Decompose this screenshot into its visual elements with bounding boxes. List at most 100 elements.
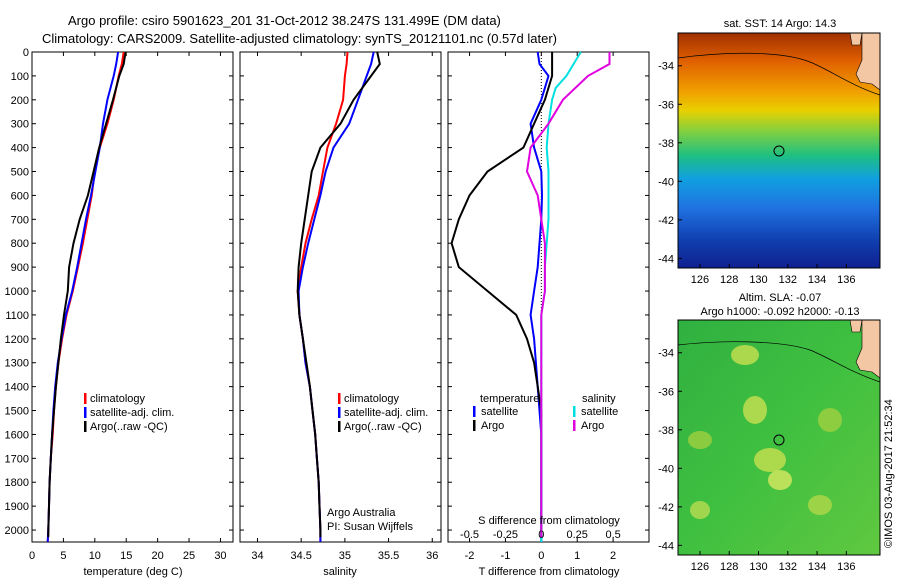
map-y-tick-label: -36 bbox=[658, 99, 674, 111]
s-diff-tick-label: -0.25 bbox=[493, 529, 518, 541]
s-diff-tick-label: -0.5 bbox=[460, 529, 479, 541]
map-x-tick-label: 130 bbox=[749, 561, 767, 573]
title-line-2: Climatology: CARS2009. Satellite-adjuste… bbox=[42, 31, 557, 46]
argo-position-marker bbox=[773, 434, 785, 446]
map-y-tick-label: -40 bbox=[658, 176, 674, 188]
legend-climatology: climatology bbox=[344, 393, 400, 405]
depth-tick-label: 200 bbox=[11, 95, 29, 107]
legend-t-argo: Argo bbox=[481, 420, 504, 432]
series-line bbox=[47, 51, 127, 538]
sla-anomaly bbox=[743, 396, 767, 424]
x-tick-label: 34.5 bbox=[290, 550, 311, 562]
credit-text: ©IMOS 03-Aug-2017 21:52:34 bbox=[883, 399, 895, 548]
depth-tick-label: 0 bbox=[23, 47, 29, 59]
depth-tick-label: 1200 bbox=[5, 334, 29, 346]
map-y-tick-label: -38 bbox=[658, 425, 674, 437]
sla-map-axes: 126 128 130 132 134 136 -34 -36 -38 -40 -42 -44 bbox=[658, 348, 855, 573]
x-tick-label: 2 bbox=[610, 550, 616, 562]
difference-chart: -2 -1 0 1 2 -0.5 -0.25 0 0.25 0.5 bbox=[448, 51, 649, 562]
s-diff-tick-label: 0.5 bbox=[605, 529, 620, 541]
x-tick-label: -2 bbox=[465, 550, 475, 562]
sst-map-axes: 126 128 130 132 134 136 -34 -36 -38 -40 -42 -44 bbox=[658, 61, 855, 286]
s-difference-label: S difference from climatology bbox=[478, 515, 620, 527]
map-y-tick-label: -36 bbox=[658, 386, 674, 398]
sla-anomaly bbox=[754, 448, 786, 472]
depth-tick-label: 1400 bbox=[5, 382, 29, 394]
depth-tick-label: 500 bbox=[11, 167, 29, 179]
depth-axis: 0 100 200 300 400 500 600 700 800 900 1000 1100 1200… bbox=[5, 47, 29, 537]
argo-position-marker bbox=[773, 145, 785, 157]
legend-swatch-satellite bbox=[338, 407, 341, 418]
depth-tick-label: 100 bbox=[11, 71, 29, 83]
sla-map-title-2: Argo h1000: -0.092 h2000: -0.13 bbox=[700, 306, 859, 318]
sla-map-title-1: Altim. SLA: -0.07 bbox=[739, 292, 822, 304]
sla-anomaly bbox=[808, 495, 832, 515]
map-x-tick-label: 136 bbox=[837, 561, 855, 573]
t-difference-xlabel: T difference from climatology bbox=[479, 566, 620, 578]
x-tick-label: 36 bbox=[426, 550, 438, 562]
shelf-contour bbox=[677, 341, 881, 383]
legend-satellite: satellite-adj. clim. bbox=[344, 407, 428, 419]
depth-tick-label: 1700 bbox=[5, 453, 29, 465]
map-x-tick-label: 128 bbox=[720, 561, 738, 573]
depth-tick-label: 1900 bbox=[5, 501, 29, 513]
x-tick-label: -1 bbox=[501, 550, 511, 562]
series-line bbox=[450, 52, 554, 538]
legend-swatch-s-satellite bbox=[573, 406, 576, 417]
land-peninsula bbox=[849, 32, 863, 46]
map-y-tick-label: -42 bbox=[658, 502, 674, 514]
depth-tick-label: 800 bbox=[11, 238, 29, 250]
map-x-tick-label: 134 bbox=[808, 561, 826, 573]
map-x-tick-label: 126 bbox=[691, 274, 709, 286]
depth-tick-label: 300 bbox=[11, 119, 29, 131]
sst-map-frame bbox=[677, 32, 881, 269]
temperature-legend: climatology satellite-adj. clim. Argo(..… bbox=[84, 393, 174, 433]
x-tick-label: 1 bbox=[574, 550, 580, 562]
legend-satellite: satellite-adj. clim. bbox=[90, 407, 174, 419]
x-tick-label: 5 bbox=[60, 550, 66, 562]
title-line-1: Argo profile: csiro 5901623_201 31-Oct-2… bbox=[68, 13, 501, 28]
pi-label: PI: Susan Wijffels bbox=[327, 521, 413, 533]
difference-legend: temperature satellite Argo salinity sate… bbox=[473, 393, 618, 432]
x-tick-label: 20 bbox=[152, 550, 164, 562]
sla-map bbox=[677, 319, 881, 556]
sla-field bbox=[678, 320, 880, 555]
legend-swatch-t-satellite bbox=[473, 406, 476, 417]
depth-tick-label: 700 bbox=[11, 214, 29, 226]
sla-anomaly bbox=[731, 345, 759, 365]
map-y-tick-label: -34 bbox=[658, 61, 674, 73]
x-tick-label: 10 bbox=[89, 550, 101, 562]
x-tick-label: 0 bbox=[538, 550, 544, 562]
legend-argo: Argo(..raw -QC) bbox=[90, 421, 168, 433]
sla-anomaly bbox=[690, 501, 710, 519]
legend-swatch-argo bbox=[84, 421, 87, 432]
sst-map bbox=[677, 32, 881, 269]
map-y-tick-label: -44 bbox=[658, 540, 674, 552]
map-x-tick-label: 128 bbox=[720, 274, 738, 286]
legend-climatology: climatology bbox=[90, 393, 146, 405]
depth-tick-label: 900 bbox=[11, 262, 29, 274]
legend-argo: Argo(..raw -QC) bbox=[344, 421, 422, 433]
legend-swatch-climatology bbox=[84, 393, 87, 404]
salinity-xlabel: salinity bbox=[323, 566, 357, 578]
map-x-tick-label: 130 bbox=[749, 274, 767, 286]
map-x-tick-label: 134 bbox=[808, 274, 826, 286]
sst-field bbox=[678, 33, 880, 268]
land-peninsula bbox=[849, 319, 863, 333]
depth-tick-label: 600 bbox=[11, 190, 29, 202]
map-x-tick-label: 132 bbox=[779, 561, 797, 573]
temperature-xlabel: temperature (deg C) bbox=[83, 566, 182, 578]
x-tick-label: 34 bbox=[251, 550, 263, 562]
x-tick-label: 25 bbox=[183, 550, 195, 562]
map-y-tick-label: -40 bbox=[658, 463, 674, 475]
sst-map-title: sat. SST: 14 Argo: 14.3 bbox=[724, 18, 837, 30]
x-tick-label: 15 bbox=[120, 550, 132, 562]
legend-salinity-header: salinity bbox=[582, 393, 616, 405]
x-tick-label: 0 bbox=[29, 550, 35, 562]
map-x-tick-label: 136 bbox=[837, 274, 855, 286]
argo-australia-label: Argo Australia bbox=[327, 507, 396, 519]
series-line bbox=[525, 52, 611, 538]
legend-swatch-t-argo bbox=[473, 420, 476, 431]
salinity-chart: 34 34.5 35 35.5 36 bbox=[240, 51, 441, 562]
